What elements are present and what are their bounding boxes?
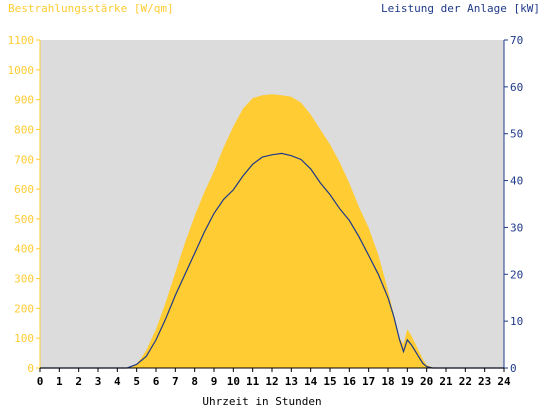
left-tick-label: 1100 xyxy=(8,34,35,47)
x-tick-label: 5 xyxy=(133,375,140,388)
right-tick-label: 30 xyxy=(510,221,523,234)
left-tick-label: 300 xyxy=(14,273,34,286)
x-tick-label: 17 xyxy=(362,375,375,388)
x-tick-label: 8 xyxy=(191,375,198,388)
x-tick-label: 9 xyxy=(211,375,218,388)
left-tick-label: 200 xyxy=(14,302,34,315)
right-tick-label: 70 xyxy=(510,34,523,47)
right-tick-label: 40 xyxy=(510,175,523,188)
x-axis-title: Uhrzeit in Stunden xyxy=(202,395,321,408)
x-tick-label: 19 xyxy=(401,375,414,388)
left-tick-label: 900 xyxy=(14,94,34,107)
left-tick-label: 400 xyxy=(14,243,34,256)
x-tick-label: 11 xyxy=(246,375,260,388)
x-tick-label: 6 xyxy=(153,375,160,388)
x-tick-label: 18 xyxy=(381,375,394,388)
x-tick-label: 23 xyxy=(478,375,491,388)
left-tick-label: 500 xyxy=(14,213,34,226)
right-tick-label: 10 xyxy=(510,315,523,328)
right-tick-label: 0 xyxy=(510,362,517,375)
right-tick-label: 50 xyxy=(510,128,523,141)
x-tick-label: 1 xyxy=(56,375,63,388)
left-tick-label: 100 xyxy=(14,332,34,345)
right-tick-label: 60 xyxy=(510,81,523,94)
series-layer xyxy=(40,94,504,369)
x-tick-label: 16 xyxy=(343,375,357,388)
x-tick-label: 20 xyxy=(420,375,433,388)
x-tick-label: 21 xyxy=(439,375,453,388)
x-tick-label: 22 xyxy=(459,375,472,388)
x-tick-label: 10 xyxy=(227,375,240,388)
axes-layer: 0100200300400500600700800900100011000102… xyxy=(8,34,524,388)
left-tick-label: 0 xyxy=(27,362,34,375)
x-tick-label: 4 xyxy=(114,375,121,388)
x-tick-label: 7 xyxy=(172,375,179,388)
left-tick-label: 700 xyxy=(14,153,34,166)
left-tick-label: 1000 xyxy=(8,64,35,77)
right-tick-label: 20 xyxy=(510,268,523,281)
x-tick-label: 3 xyxy=(95,375,102,388)
x-tick-label: 12 xyxy=(265,375,278,388)
x-tick-label: 0 xyxy=(37,375,44,388)
x-tick-label: 14 xyxy=(304,375,318,388)
left-tick-label: 600 xyxy=(14,183,34,196)
left-axis-title: Bestrahlungsstärke [W/qm] xyxy=(8,2,174,15)
left-tick-label: 800 xyxy=(14,123,34,136)
x-tick-label: 13 xyxy=(285,375,298,388)
power-line xyxy=(40,152,504,369)
x-tick-label: 15 xyxy=(323,375,336,388)
x-tick-label: 24 xyxy=(497,375,511,388)
right-axis-title: Leistung der Anlage [kW] xyxy=(381,2,540,15)
x-tick-label: 2 xyxy=(75,375,82,388)
